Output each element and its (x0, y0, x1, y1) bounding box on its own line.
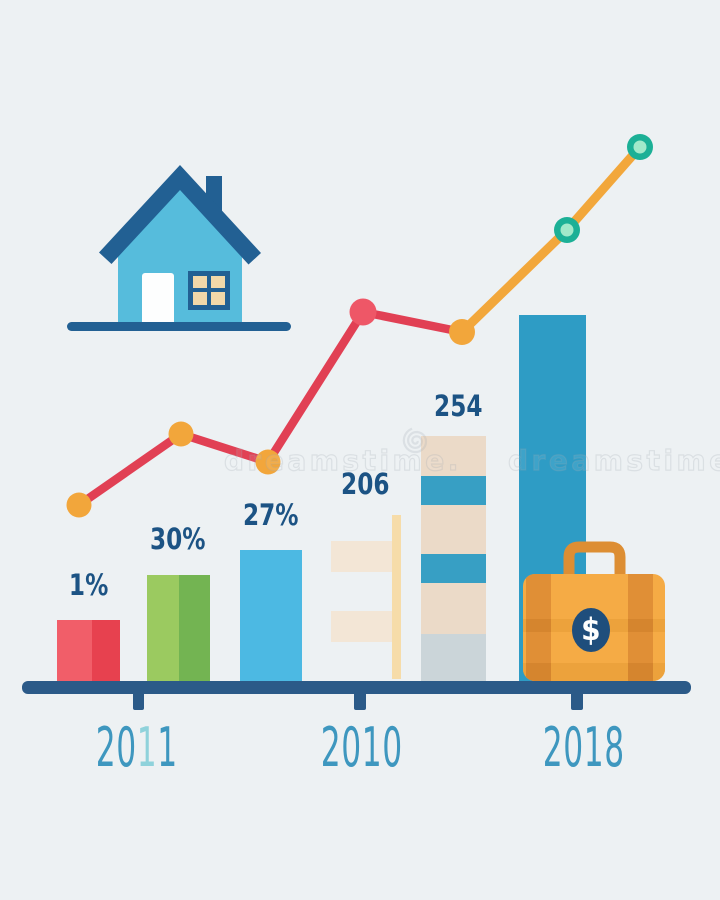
year-2011-suffix: 1 (157, 716, 179, 779)
bar-blue (240, 550, 302, 681)
orange-dot-1 (66, 492, 92, 518)
house-roof (99, 165, 261, 265)
year-2010-text: 2010 (320, 716, 404, 779)
watermark-swirl-icon (402, 427, 428, 454)
year-2011-prefix: 20 (95, 716, 137, 779)
year-label-2018: 2018 (543, 721, 625, 775)
bar-label-1-percent-container: 1% (49, 571, 129, 600)
bar-206-block-1 (331, 541, 392, 572)
bar-206-block-2 (331, 611, 392, 642)
briefcase-strap-cross-bottom-right (628, 663, 653, 681)
bar-label-30-percent-container: 30% (138, 525, 218, 554)
bar-label-206-container: 206 (325, 470, 405, 499)
year-label-2010: 2010 (321, 721, 403, 775)
watermark-brand-text: dreamstime. (223, 444, 462, 477)
axis-tick-2011 (133, 692, 144, 710)
bar-label-30-percent: 30% (150, 522, 206, 556)
bar-label-27-percent-container: 27% (231, 501, 311, 530)
house-platform (67, 322, 291, 331)
year-2011-highlight-digit: 1 (137, 716, 158, 779)
briefcase-strap-cross-bottom-left (526, 663, 551, 681)
year-label-2011: 2011 (96, 721, 178, 775)
bar-label-206: 206 (340, 467, 390, 501)
orange-dot-3 (255, 449, 281, 475)
axis-tick-2010 (354, 692, 366, 710)
watermark-text-2: dreamstime. (507, 444, 720, 477)
bar-254-segment-4 (421, 554, 486, 583)
axis-tick-2018 (571, 692, 583, 710)
orange-dot-2 (168, 421, 194, 447)
watermark-spiral-path (402, 427, 428, 454)
dollar-sign: $ (581, 611, 601, 648)
bar-206-strip (392, 515, 401, 679)
dollar-badge: $ (572, 608, 610, 652)
watermark-brand-text: dreamstime. (507, 444, 720, 477)
teal-dot-2-inner (633, 140, 647, 154)
bar-2011-red-dark (92, 620, 120, 681)
bar-254-segment-3 (421, 505, 486, 554)
bar-254-segment-1 (421, 436, 486, 476)
briefcase-strap-cross-top-left (526, 619, 551, 632)
orange-dot-4 (449, 319, 475, 345)
bar-green-light (147, 575, 179, 681)
briefcase-strap-cross-top-right (628, 619, 653, 632)
bar-label-254: 254 (433, 389, 483, 423)
bar-green-dark (179, 575, 210, 681)
bar-254-segment-5 (421, 583, 486, 634)
teal-dot-1-inner (560, 223, 574, 237)
bar-label-1-percent: 1% (69, 568, 109, 602)
watermark-text-1: dreamstime. (223, 444, 462, 477)
bar-label-27-percent: 27% (243, 498, 299, 532)
bar-label-254-container: 254 (418, 392, 498, 421)
bar-2011-red-light (57, 620, 92, 681)
bar-254-segment-2 (421, 476, 486, 505)
window-mullion-horizontal (193, 288, 225, 292)
year-label-2011-container: 2011 (57, 721, 217, 775)
year-label-2018-container: 2018 (504, 721, 664, 775)
bar-254-segment-6 (421, 634, 486, 681)
house-door (142, 273, 174, 322)
year-2018-text: 2018 (542, 716, 626, 779)
x-axis-line (22, 681, 691, 694)
briefcase-handle (563, 541, 626, 578)
red-dot-peak (349, 298, 377, 326)
year-label-2010-container: 2010 (282, 721, 442, 775)
